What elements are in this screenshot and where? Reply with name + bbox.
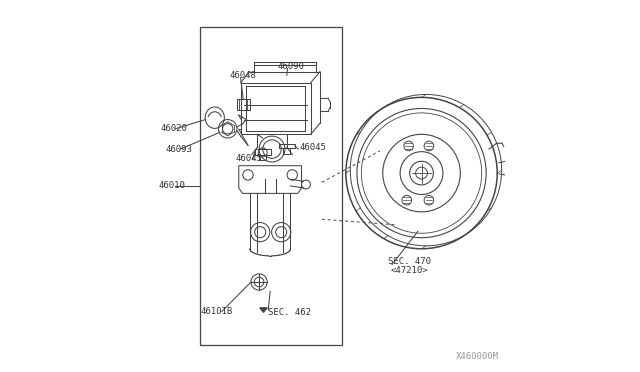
Text: 46090: 46090 bbox=[278, 61, 305, 71]
Text: 46093: 46093 bbox=[166, 145, 193, 154]
Text: 46010: 46010 bbox=[158, 182, 185, 190]
Text: 46020: 46020 bbox=[161, 124, 188, 133]
Text: 46101B: 46101B bbox=[200, 307, 232, 316]
Text: 46048: 46048 bbox=[230, 71, 257, 80]
Polygon shape bbox=[260, 308, 268, 312]
Text: 46045: 46045 bbox=[235, 154, 262, 163]
Text: <47210>: <47210> bbox=[390, 266, 428, 275]
Text: X460000M: X460000M bbox=[456, 352, 499, 361]
Text: 46045: 46045 bbox=[300, 143, 326, 152]
Text: SEC. 462: SEC. 462 bbox=[268, 308, 310, 317]
Text: SEC. 470: SEC. 470 bbox=[388, 257, 431, 266]
